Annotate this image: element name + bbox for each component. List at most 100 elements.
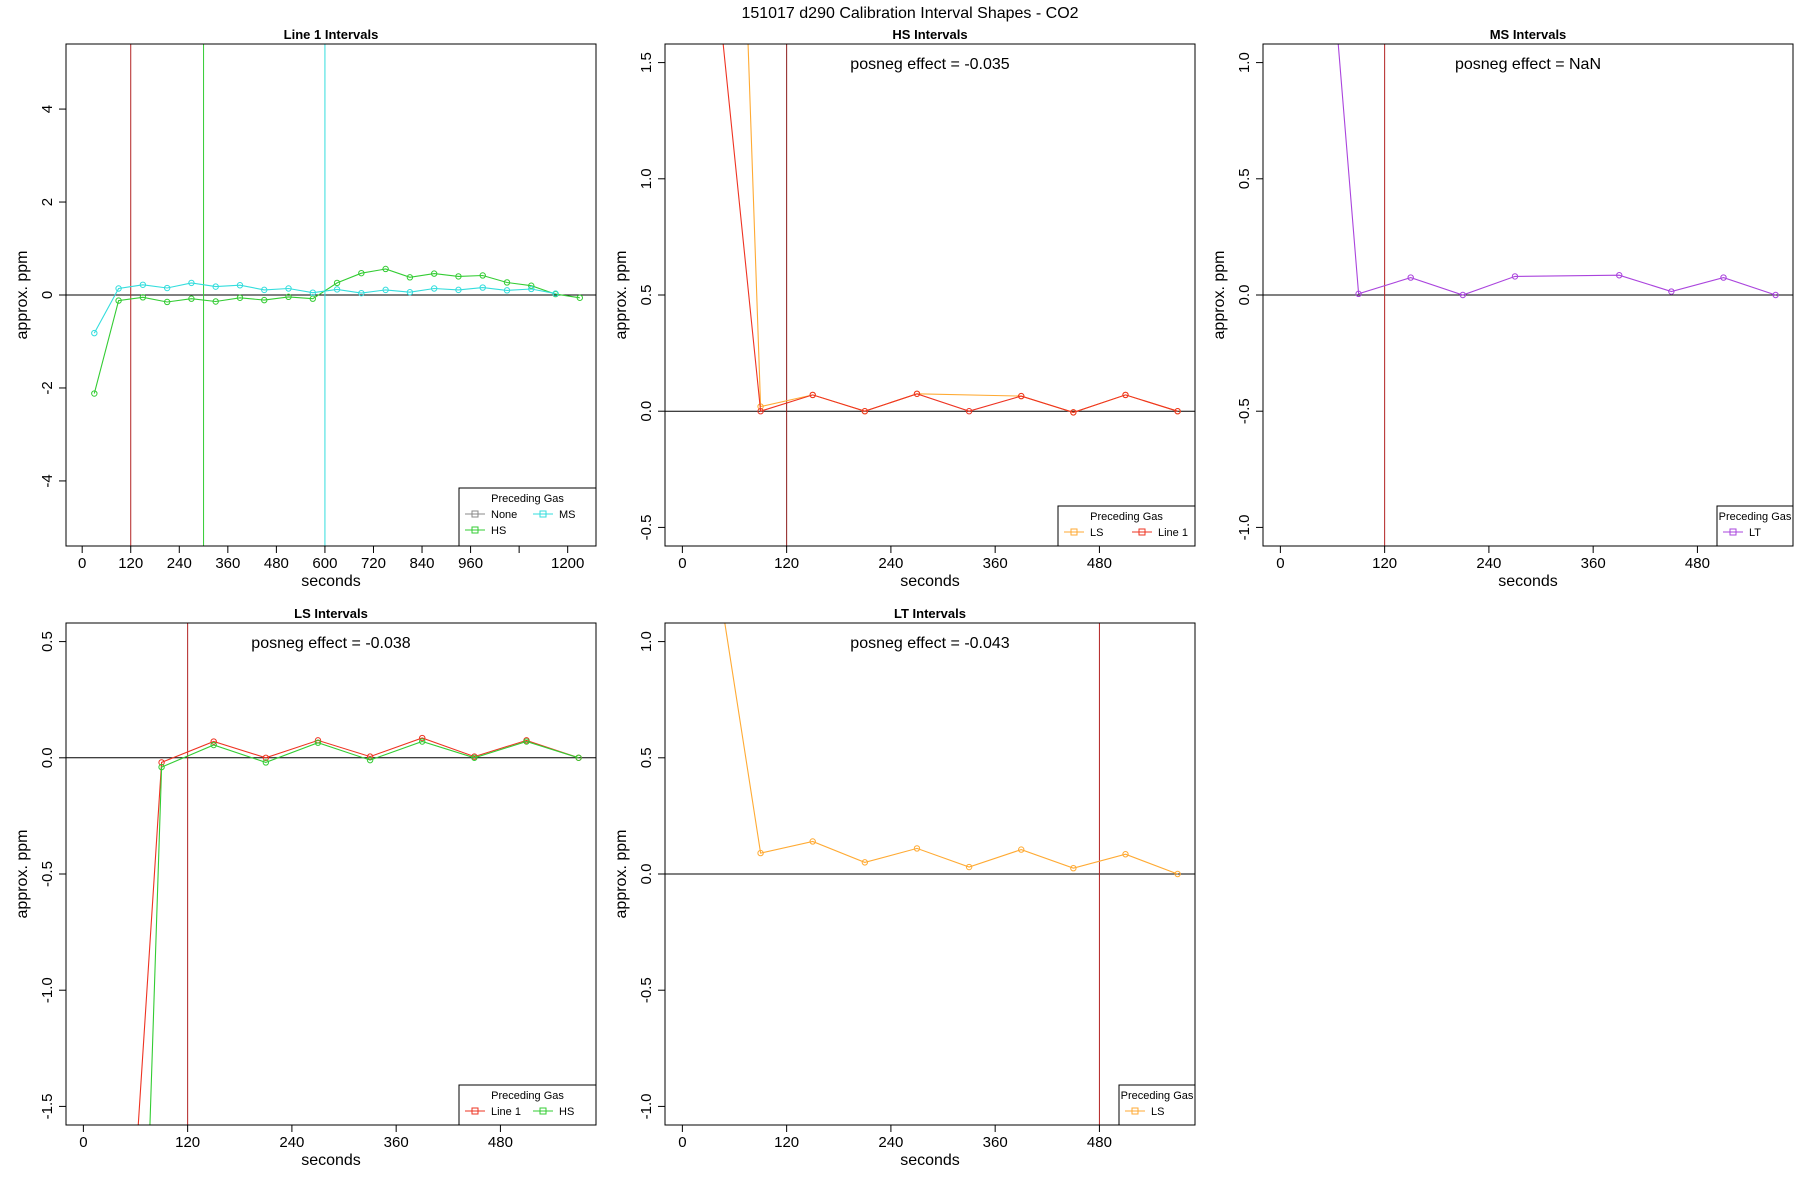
data-point	[913, 390, 921, 397]
posneg-annotation: posneg effect = -0.035	[850, 56, 1009, 73]
data-point	[528, 285, 535, 293]
legend-entry: HS	[465, 525, 506, 537]
legend-swatch-marker	[471, 1107, 479, 1115]
legend-entry: Line 1	[465, 1106, 521, 1118]
data-point	[1018, 846, 1025, 853]
data-point	[406, 274, 414, 281]
posneg-annotation: posneg effect = NaN	[1455, 56, 1601, 73]
data-point	[1355, 290, 1362, 298]
x-tick-label: 480	[1087, 1134, 1112, 1151]
legend-title: Preceding Gas	[491, 493, 564, 505]
series-line	[93, 268, 580, 394]
x-tick-label: 960	[458, 555, 483, 572]
y-axis-label: approx. ppm	[14, 251, 31, 340]
x-tick-label: 360	[1581, 555, 1606, 572]
data-point	[210, 741, 217, 749]
data-point	[1334, 25, 1339, 30]
legend-label: HS	[491, 525, 506, 537]
data-point	[965, 863, 973, 871]
data-point	[236, 282, 244, 289]
data-point	[188, 295, 195, 302]
y-tick-label: -0.5	[638, 514, 655, 540]
data-point	[757, 408, 764, 415]
x-axis-label: seconds	[301, 573, 361, 590]
data-point	[366, 756, 374, 764]
legend-swatch-marker	[1070, 528, 1078, 536]
legend-title: Preceding Gas	[1121, 1090, 1194, 1102]
legend-entry: None	[465, 509, 517, 521]
data-point	[719, 25, 724, 30]
y-axis-label: approx. ppm	[613, 830, 630, 919]
chart-panel: LT Intervals 0 120 240 360 480 -1.0 -0.5 0.0 0.5 1…	[613, 606, 1196, 1169]
data-point	[236, 294, 244, 301]
x-axis-label: seconds	[900, 1152, 960, 1169]
y-axis-label: approx. ppm	[613, 251, 630, 340]
x-tick-label: 120	[774, 555, 799, 572]
x-tick-label: 240	[167, 555, 192, 572]
legend-entry: HS	[533, 1106, 574, 1118]
data-point	[1070, 409, 1077, 416]
data-point	[1772, 291, 1779, 299]
legend-entry: MS	[533, 509, 576, 521]
data-point	[528, 282, 535, 289]
y-tick-label: -1.5	[39, 1093, 56, 1119]
y-tick-label: 0.5	[1236, 168, 1253, 189]
data-point	[503, 279, 511, 286]
data-point	[261, 296, 268, 304]
legend-label: MS	[559, 509, 576, 521]
posneg-annotation: posneg effect = -0.038	[251, 635, 410, 652]
legend-swatch-marker	[539, 1107, 547, 1115]
legend-swatch-marker	[539, 510, 547, 518]
data-point	[285, 285, 292, 292]
y-tick-label: -1.0	[39, 977, 56, 1003]
data-point	[1720, 274, 1727, 281]
data-point	[333, 286, 341, 293]
legend-entry: LS	[1125, 1106, 1164, 1118]
plot-area	[66, 623, 596, 1125]
data-point	[1407, 274, 1414, 281]
posneg-annotation: posneg effect = -0.043	[850, 635, 1009, 652]
x-tick-label: 240	[279, 1134, 304, 1151]
data-point	[91, 390, 98, 397]
plot-area	[1263, 25, 1793, 546]
data-point	[479, 284, 486, 291]
y-tick-label: 0.5	[638, 747, 655, 768]
x-tick-label: 840	[410, 555, 435, 572]
data-point	[419, 738, 426, 745]
legend: Preceding Gas LS	[1118, 1084, 1196, 1126]
data-point	[163, 284, 171, 292]
legend-title: Preceding Gas	[1090, 511, 1163, 523]
data-point	[455, 273, 462, 280]
data-point	[262, 754, 270, 761]
data-point	[745, 25, 750, 30]
data-point	[1018, 392, 1025, 400]
x-tick-label: 360	[215, 555, 240, 572]
legend-label: None	[491, 509, 517, 521]
data-point	[382, 265, 389, 273]
data-point	[158, 759, 165, 766]
data-point	[358, 269, 365, 277]
data-point	[158, 763, 165, 771]
y-tick-label: 0.0	[638, 864, 655, 885]
series-line	[747, 44, 1178, 413]
x-tick-label: 240	[878, 1134, 903, 1151]
x-tick-label: 0	[1276, 555, 1284, 572]
data-point	[809, 391, 816, 399]
legend-label: HS	[559, 1106, 574, 1118]
data-point	[115, 285, 122, 292]
chart-title: MS Intervals	[1490, 27, 1567, 42]
data-point	[212, 283, 219, 290]
data-point	[479, 272, 486, 279]
plot-frame	[65, 622, 597, 1126]
data-point	[1459, 291, 1467, 299]
legend-title: Preceding Gas	[1719, 511, 1792, 523]
chart-title: HS Intervals	[892, 27, 967, 42]
y-tick-label: 1.0	[1236, 52, 1253, 73]
series-line	[724, 623, 1178, 875]
legend-title: Preceding Gas	[491, 1090, 564, 1102]
y-tick-label: 1.5	[638, 52, 655, 73]
legend-swatch-marker	[1138, 528, 1146, 536]
data-point	[366, 753, 374, 760]
